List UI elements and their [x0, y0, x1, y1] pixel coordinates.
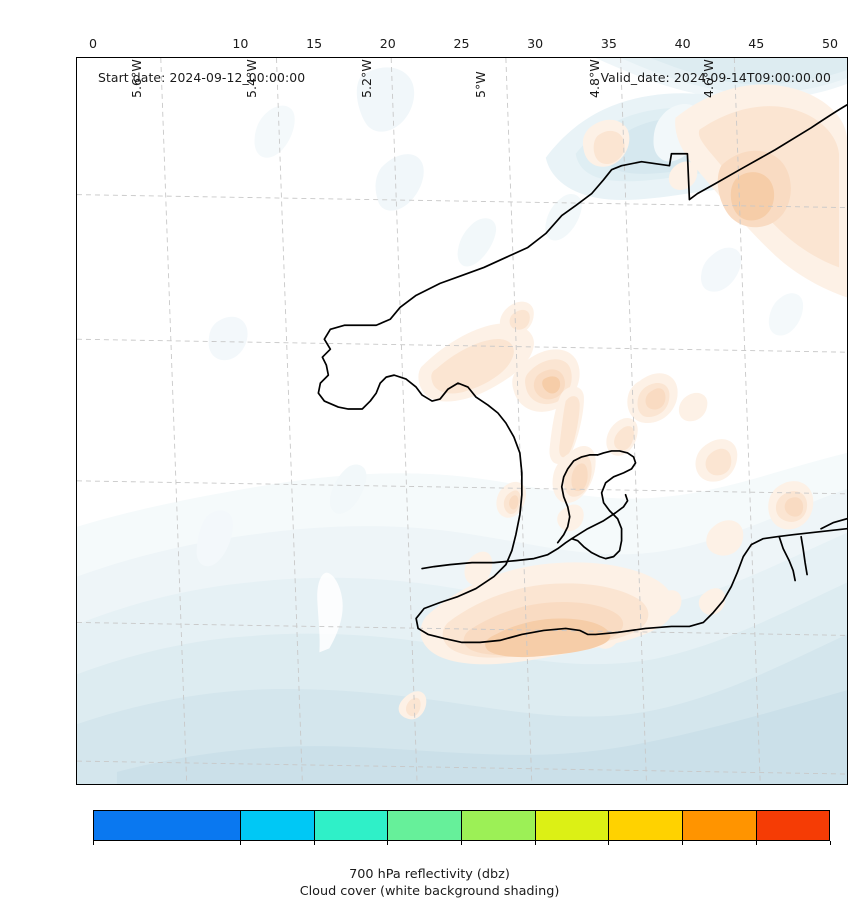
colorbar-tick-label: 15 — [306, 36, 323, 51]
colorbar-tick — [239, 841, 241, 845]
reflectivity-layer — [398, 84, 847, 720]
colorbar-segment — [682, 811, 756, 840]
colorbar-tick — [387, 841, 389, 845]
cloud-cover-caption: Cloud cover (white background shading) — [299, 884, 560, 899]
x-tick-label: 5.2°W — [359, 59, 374, 98]
colorbar-segment — [241, 811, 315, 840]
colorbar-segment — [94, 811, 241, 840]
colorbar-tick-label: 40 — [674, 36, 691, 51]
colorbar-tick-label: 20 — [379, 36, 396, 51]
colorbar-separator — [755, 810, 757, 841]
colorbar-separator — [313, 810, 315, 841]
colorbar-axis-label: 700 hPa reflectivity (dbz) — [349, 867, 510, 882]
colorbar-separator — [682, 810, 684, 841]
colorbar-tick — [461, 841, 463, 845]
colorbar-tick — [608, 841, 610, 845]
coastline — [317, 104, 847, 644]
map-plot-area — [77, 58, 847, 784]
colorbar-tick — [313, 841, 315, 845]
caption-block: 700 hPa reflectivity (dbz) Cloud cover (… — [0, 866, 859, 900]
colorbar-tick-label: 30 — [527, 36, 544, 51]
x-tick-label: 5.6°W — [129, 59, 144, 98]
map-axes[interactable]: Start date: 2024-09-12_00:00:00 Valid_da… — [76, 57, 848, 785]
colorbar-tick-label: 25 — [453, 36, 470, 51]
colorbar-tick-label: 35 — [600, 36, 617, 51]
colorbar[interactable] — [93, 810, 830, 841]
x-tick-label: 4.8°W — [587, 59, 602, 98]
colorbar-tick-label: 50 — [821, 36, 839, 51]
x-tick-label: 5°W — [473, 71, 488, 98]
colorbar-tick-label: 0 — [88, 36, 98, 51]
colorbar-segment — [388, 811, 462, 840]
colorbar-separator — [608, 810, 610, 841]
colorbar-tick — [829, 841, 831, 845]
colorbar-segment — [461, 811, 535, 840]
x-tick-label: 4.6°W — [701, 59, 716, 98]
colorbar-tick — [755, 841, 757, 845]
colorbar-segment — [314, 811, 388, 840]
colorbar-separator — [387, 810, 389, 841]
colorbar-segment — [535, 811, 609, 840]
colorbar-tick — [682, 841, 684, 845]
colorbar-separator — [239, 810, 241, 841]
colorbar-tick-label: 45 — [748, 36, 765, 51]
x-tick-label: 5.4°W — [244, 59, 259, 98]
colorbar-tick — [92, 841, 94, 845]
colorbar-separator — [534, 810, 536, 841]
valid-date-annotation: Valid_date: 2024-09-14T09:00:00.00 — [600, 70, 831, 85]
colorbar-separator — [461, 810, 463, 841]
colorbar-segment — [755, 811, 829, 840]
gridlines — [77, 58, 847, 784]
start-date-annotation: Start date: 2024-09-12_00:00:00 — [98, 70, 306, 85]
colorbar-tick — [534, 841, 536, 845]
colorbar-segment — [608, 811, 682, 840]
colorbar-tick-label: 10 — [232, 36, 249, 51]
